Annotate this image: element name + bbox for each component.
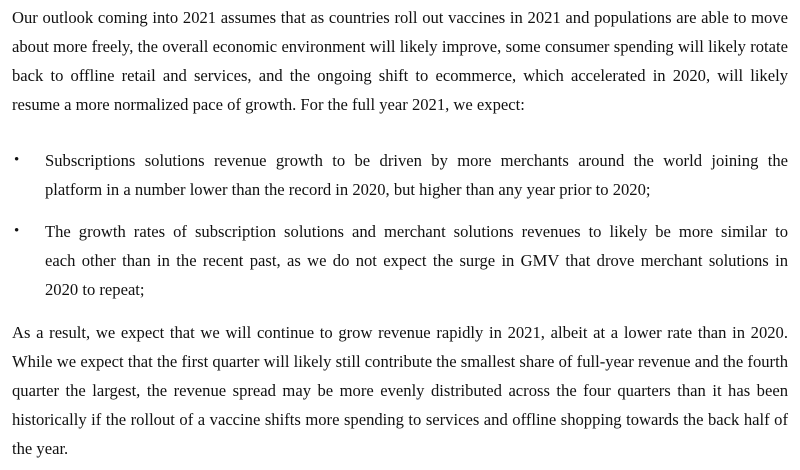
text-line: As a result, we expect that we will cont… [12,323,788,342]
text-line: quarter the largest, the revenue spread … [12,381,788,400]
text-line: each other than in the recent past, as w… [45,251,788,270]
intro-paragraph: Our outlook coming into 2021 assumes tha… [12,3,788,119]
text-line: The growth rates of subscription solutio… [45,222,788,241]
text-line: back to offline retail and services, and… [12,66,788,85]
text-line: While we expect that the first quarter w… [12,352,788,371]
text-line: resume a more normalized pace of growth.… [12,95,525,114]
result-paragraph: As a result, we expect that we will cont… [12,318,788,463]
bullet-marker: • [14,152,20,168]
text-line: the year. [12,439,69,458]
text-line: 2020 to repeat; [45,280,145,299]
text-line: historically if the rollout of a vaccine… [12,410,788,429]
bullet-marker: • [14,223,20,239]
text-line: platform in a number lower than the reco… [45,180,651,199]
text-line: about more freely, the overall economic … [12,37,788,56]
text-line: Subscriptions solutions revenue growth t… [45,151,788,170]
text-line: Our outlook coming into 2021 assumes tha… [12,8,788,27]
